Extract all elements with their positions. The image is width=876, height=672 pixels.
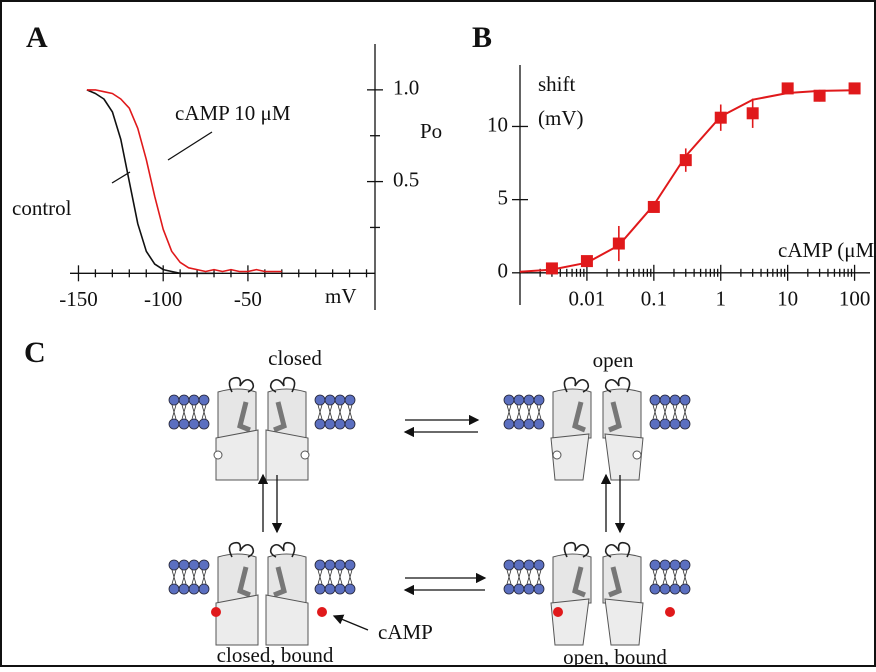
y-axis-label: (mV) bbox=[538, 106, 584, 130]
state-label: closed, bound bbox=[217, 643, 334, 667]
channel-open-bound bbox=[504, 543, 690, 645]
y-axis-label: shift bbox=[538, 72, 576, 96]
y-axis-label: Po bbox=[420, 119, 442, 143]
ligand-label: cAMP bbox=[378, 620, 433, 644]
state-label: open bbox=[593, 348, 634, 372]
diagram: closed open closed, bound open, bound cA… bbox=[169, 346, 690, 669]
x-tick-label: 100 bbox=[839, 287, 871, 311]
marker bbox=[781, 82, 794, 95]
panel-label: C bbox=[24, 336, 46, 369]
y-tick-label: 5 bbox=[498, 185, 509, 209]
marker bbox=[545, 262, 558, 275]
site bbox=[552, 450, 562, 460]
x-tick-label: 0.1 bbox=[641, 287, 667, 311]
state-label: closed bbox=[268, 346, 322, 370]
site bbox=[213, 450, 223, 460]
camp bbox=[665, 607, 675, 617]
series-label: cAMP 10 μM bbox=[175, 101, 291, 125]
camp bbox=[553, 607, 563, 617]
marker bbox=[580, 255, 593, 268]
marker bbox=[848, 82, 861, 95]
marker bbox=[813, 89, 826, 102]
arrow bbox=[332, 614, 369, 631]
panel-label: B bbox=[472, 21, 492, 54]
line bbox=[86, 89, 214, 275]
channel-closed-bound bbox=[169, 543, 355, 645]
marker bbox=[647, 200, 660, 213]
marker bbox=[746, 107, 759, 120]
camp bbox=[317, 607, 327, 617]
panel-label: A bbox=[26, 21, 48, 54]
y-tick-label: 0.5 bbox=[393, 167, 419, 191]
leader bbox=[111, 171, 131, 184]
state-label: open, bound bbox=[563, 645, 667, 667]
x-tick-label: 10 bbox=[777, 287, 798, 311]
line bbox=[86, 89, 282, 273]
x-axis-label: cAMP (μM) bbox=[778, 238, 876, 262]
camp bbox=[211, 607, 221, 617]
site bbox=[632, 450, 642, 460]
x-tick-label: -50 bbox=[234, 287, 262, 311]
channel-closed bbox=[169, 378, 355, 480]
y-tick-label: 1.0 bbox=[393, 76, 419, 100]
marker bbox=[679, 154, 692, 167]
site bbox=[300, 450, 310, 460]
x-tick-label: 1 bbox=[715, 287, 726, 311]
y-tick-label: 10 bbox=[487, 112, 508, 136]
leader bbox=[167, 131, 213, 161]
x-tick-label: -150 bbox=[59, 287, 98, 311]
x-axis-label: mV bbox=[325, 284, 357, 308]
x-tick-label: -100 bbox=[144, 287, 183, 311]
marker bbox=[714, 111, 727, 124]
x-tick-label: 0.01 bbox=[569, 287, 606, 311]
channel-open bbox=[504, 378, 690, 480]
series-label: control bbox=[12, 196, 72, 220]
y-tick-label: 0 bbox=[498, 259, 509, 283]
marker bbox=[612, 237, 625, 250]
